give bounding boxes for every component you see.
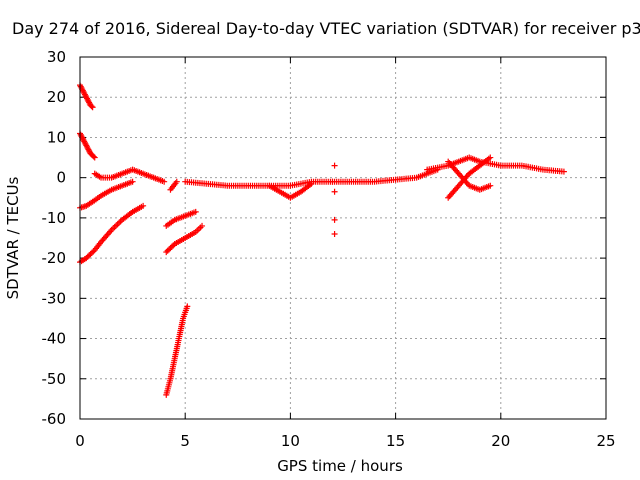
x-tick-label: 10 bbox=[281, 432, 300, 450]
data-point bbox=[331, 162, 338, 169]
x-tick-label: 20 bbox=[491, 432, 510, 450]
y-tick-label: -10 bbox=[42, 209, 67, 227]
data-point bbox=[91, 154, 98, 161]
data-point bbox=[140, 202, 147, 209]
data-point bbox=[199, 222, 206, 229]
y-tick-label: 30 bbox=[47, 48, 66, 66]
x-axis-label: GPS time / hours bbox=[277, 457, 403, 475]
data-point bbox=[129, 178, 136, 185]
data-point bbox=[487, 182, 494, 189]
data-point bbox=[560, 168, 567, 175]
data-point bbox=[88, 103, 95, 110]
data-point bbox=[90, 153, 97, 160]
data-point bbox=[308, 180, 315, 187]
series-post-gap-arc-a bbox=[163, 222, 206, 256]
data-point bbox=[331, 230, 338, 237]
x-tick-label: 25 bbox=[596, 432, 615, 450]
series-main-band-12-17h bbox=[329, 166, 441, 185]
data-point bbox=[331, 188, 338, 195]
chart-title: Day 274 of 2016, Sidereal Day-to-day VTE… bbox=[12, 19, 640, 38]
y-tick-label: -20 bbox=[42, 249, 67, 267]
data-point bbox=[161, 178, 168, 185]
data-point bbox=[173, 178, 180, 185]
data-point bbox=[487, 154, 494, 161]
x-tick-label: 15 bbox=[386, 432, 405, 450]
series-isolated-12h bbox=[331, 162, 338, 237]
series-steep-drop-rising bbox=[163, 303, 191, 398]
y-tick-label: -60 bbox=[42, 410, 67, 428]
y-tick-label: 0 bbox=[56, 169, 66, 187]
series-band-0-4h bbox=[91, 166, 168, 185]
series-post-gap-arc-c bbox=[167, 178, 180, 193]
x-tick-label: 5 bbox=[180, 432, 190, 450]
grid-lines bbox=[80, 57, 606, 419]
data-point bbox=[89, 104, 96, 111]
x-tick-label: 0 bbox=[75, 432, 85, 450]
y-tick-label: 10 bbox=[47, 128, 66, 146]
y-tick-label: -40 bbox=[42, 330, 67, 348]
data-point bbox=[192, 208, 199, 215]
series-main-band-5-12h bbox=[182, 178, 336, 189]
data-point bbox=[331, 216, 338, 223]
data-point bbox=[184, 303, 191, 310]
data-points bbox=[77, 82, 567, 398]
y-tick-label: -30 bbox=[42, 289, 67, 307]
series-early-low-rising bbox=[77, 178, 136, 211]
plot-frame bbox=[79, 56, 607, 420]
x-tick-labels: 0 5 10 15 20 25 bbox=[75, 432, 615, 450]
axis-ticks bbox=[79, 56, 607, 420]
y-tick-labels: -60 -50 -40 -30 -20 -10 0 10 20 30 bbox=[42, 48, 67, 428]
y-tick-label: -50 bbox=[42, 370, 67, 388]
y-tick-label: 20 bbox=[47, 88, 66, 106]
series-main-band-17-23h bbox=[424, 154, 567, 175]
y-axis-label: SDTVAR / TECUs bbox=[4, 176, 22, 299]
series-dip-9-11h bbox=[266, 180, 315, 201]
series-post-gap-arc-b bbox=[163, 208, 199, 229]
series-early-mid-descending bbox=[77, 130, 98, 161]
series-early-bottom-rising bbox=[77, 202, 147, 266]
